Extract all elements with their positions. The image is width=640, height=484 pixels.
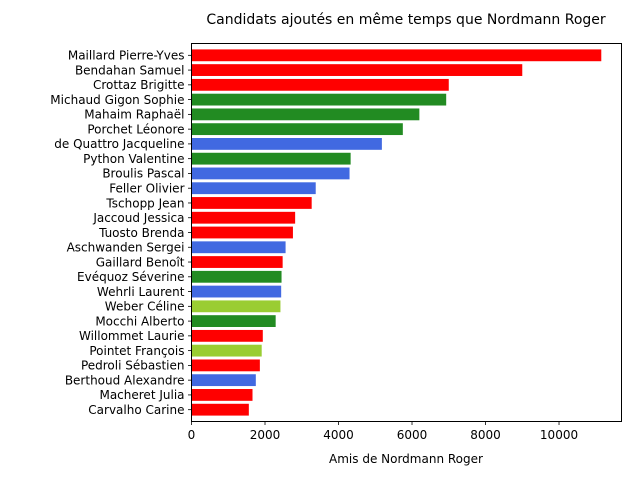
bar bbox=[191, 329, 263, 342]
bars-group bbox=[191, 49, 602, 416]
y-tick-label: Broulis Pascal bbox=[102, 167, 184, 181]
bar bbox=[191, 211, 296, 224]
y-tick-label: Crottaz Brigitte bbox=[93, 78, 185, 92]
bar bbox=[191, 403, 249, 416]
bar bbox=[191, 226, 293, 239]
bar bbox=[191, 93, 447, 106]
x-tick-label: 2000 bbox=[250, 428, 281, 442]
y-tick-label: Pointet François bbox=[89, 344, 184, 358]
bar bbox=[191, 108, 420, 121]
bar bbox=[191, 123, 403, 136]
y-tick-label: Mocchi Alberto bbox=[95, 314, 184, 328]
y-tick-label: Tuosto Brenda bbox=[98, 226, 184, 240]
y-tick-label: Python Valentine bbox=[83, 152, 184, 166]
x-tick-label: 0 bbox=[188, 428, 196, 442]
y-tick-label: Evéquoz Séverine bbox=[77, 270, 184, 284]
y-tick-label: Feller Olivier bbox=[109, 182, 184, 196]
bar bbox=[191, 389, 253, 401]
y-tick-label: Bendahan Samuel bbox=[75, 63, 185, 77]
x-tick-label: 8000 bbox=[470, 428, 501, 442]
y-tick-label: Wehrli Laurent bbox=[97, 285, 185, 299]
plot-frame bbox=[191, 43, 622, 422]
bar bbox=[191, 197, 312, 209]
x-tick-label: 4000 bbox=[323, 428, 354, 442]
y-tick-label: Mahaim Raphaël bbox=[84, 108, 184, 122]
bar bbox=[191, 315, 276, 327]
y-tick-label: Porchet Léonore bbox=[87, 122, 184, 136]
bar bbox=[191, 374, 256, 387]
bar bbox=[191, 256, 283, 268]
y-tick-label: Macheret Julia bbox=[99, 388, 184, 402]
bar bbox=[191, 344, 262, 357]
y-tick-label: Willommet Laurie bbox=[79, 329, 185, 343]
bar bbox=[191, 49, 602, 62]
bar bbox=[191, 78, 449, 91]
y-tick-label: de Quattro Jacqueline bbox=[54, 137, 184, 151]
bar bbox=[191, 152, 351, 165]
y-tick-label: Jaccoud Jessica bbox=[92, 211, 184, 225]
bar bbox=[191, 300, 281, 313]
x-tick-label: 6000 bbox=[397, 428, 428, 442]
y-tick-label: Gaillard Benoît bbox=[96, 255, 185, 269]
bar bbox=[191, 285, 282, 298]
bar bbox=[191, 270, 282, 283]
chart-title: Candidats ajoutés en même temps que Nord… bbox=[206, 12, 606, 28]
y-tick-label: Michaud Gigon Sophie bbox=[50, 93, 184, 107]
y-tick-label: Carvalho Carine bbox=[88, 403, 184, 417]
x-axis-label: Amis de Nordmann Roger bbox=[329, 452, 483, 466]
bar bbox=[191, 167, 350, 180]
bar bbox=[191, 64, 523, 76]
bar bbox=[191, 241, 286, 254]
bar bbox=[191, 359, 260, 372]
y-tick-label: Maillard Pierre-Yves bbox=[68, 49, 185, 63]
x-axis-ticks: 0 2000 4000 6000 8000 10000 bbox=[188, 421, 578, 442]
y-tick-label: Weber Céline bbox=[105, 300, 185, 314]
bar bbox=[191, 182, 316, 195]
y-tick-label: Pedroli Sébastien bbox=[81, 359, 185, 373]
x-tick-label: 10000 bbox=[540, 428, 578, 442]
bar bbox=[191, 138, 382, 150]
y-tick-label: Aschwanden Sergei bbox=[67, 241, 185, 255]
y-tick-label: Tschopp Jean bbox=[105, 196, 184, 210]
y-tick-label: Berthoud Alexandre bbox=[65, 373, 185, 387]
